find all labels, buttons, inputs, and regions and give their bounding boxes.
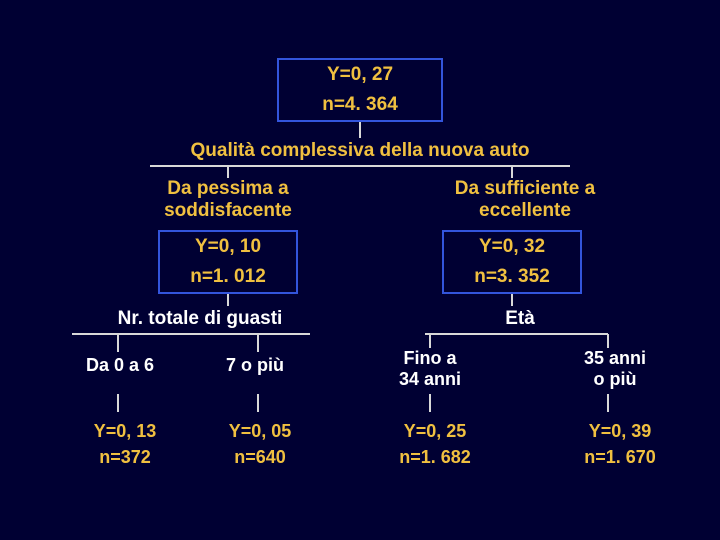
leaf-3-y: Y=0, 39: [565, 418, 675, 444]
leaf-1-values: Y=0, 05 n=640: [205, 418, 315, 470]
leaf-0-y: Y=0, 13: [70, 418, 180, 444]
left-split-label: Nr. totale di guasti: [70, 308, 330, 330]
leaf-2-y: Y=0, 25: [380, 418, 490, 444]
leaf-3-label: 35 annio più: [555, 348, 675, 390]
leaf-1-n: n=640: [205, 444, 315, 470]
leaf-3-values: Y=0, 39 n=1. 670: [565, 418, 675, 470]
right-y-value: Y=0, 32: [444, 232, 580, 262]
leaf-0-n: n=372: [70, 444, 180, 470]
leaf-0-values: Y=0, 13 n=372: [70, 418, 180, 470]
right-split-label: Età: [460, 308, 580, 330]
left-n-value: n=1. 012: [160, 262, 296, 292]
leaf-1-label: 7 o più: [195, 355, 315, 376]
leaf-1-y: Y=0, 05: [205, 418, 315, 444]
leaf-0-label: Da 0 a 6: [65, 355, 175, 376]
left-node-box: Y=0, 10 n=1. 012: [158, 230, 298, 294]
left-y-value: Y=0, 10: [160, 232, 296, 262]
root-n-value: n=4. 364: [279, 90, 441, 120]
leaf-2-n: n=1. 682: [380, 444, 490, 470]
leaf-2-values: Y=0, 25 n=1. 682: [380, 418, 490, 470]
root-y-value: Y=0, 27: [279, 60, 441, 90]
root-split-label: Qualità complessiva della nuova auto: [150, 140, 570, 162]
leaf-2-label: Fino a34 anni: [370, 348, 490, 390]
left-branch-label: Da pessima asoddisfacente: [118, 178, 338, 222]
right-branch-label: Da sufficiente aeccellente: [400, 178, 650, 222]
root-node-box: Y=0, 27 n=4. 364: [277, 58, 443, 122]
right-node-box: Y=0, 32 n=3. 352: [442, 230, 582, 294]
right-n-value: n=3. 352: [444, 262, 580, 292]
leaf-3-n: n=1. 670: [565, 444, 675, 470]
